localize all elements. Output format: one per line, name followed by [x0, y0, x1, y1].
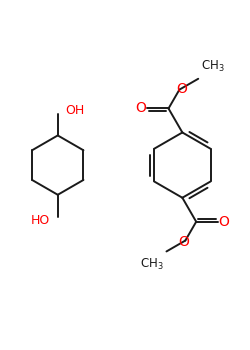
- Text: O: O: [178, 234, 189, 248]
- Text: O: O: [176, 82, 187, 96]
- Text: CH$_3$: CH$_3$: [140, 257, 164, 273]
- Text: OH: OH: [66, 104, 85, 117]
- Text: HO: HO: [30, 214, 50, 227]
- Text: O: O: [136, 102, 146, 116]
- Text: CH$_3$: CH$_3$: [201, 59, 225, 74]
- Text: O: O: [218, 215, 229, 229]
